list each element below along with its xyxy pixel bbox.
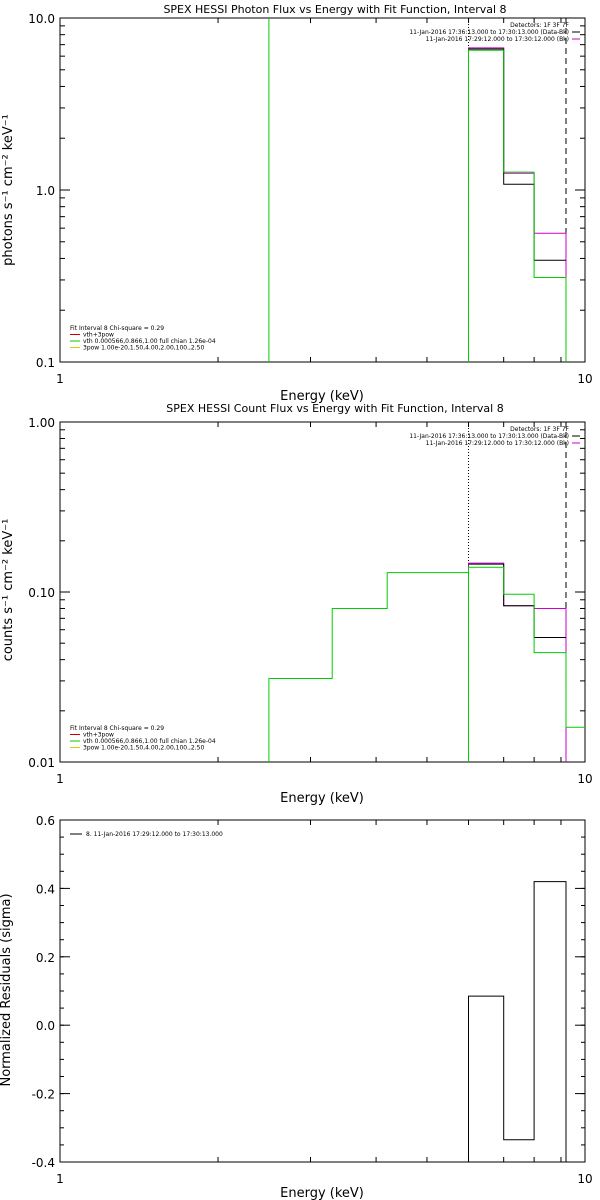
data-series-1	[468, 47, 567, 362]
header-text: 11-Jan-2016 17:36:13.000 to 17:30:13.000…	[409, 29, 569, 36]
legend-text: Fit Interval 8 Chi-square = 0.29	[70, 325, 164, 332]
data-series-2	[468, 563, 566, 638]
y-tick-label: 1.0	[36, 184, 55, 198]
y-tick-label: 1.00	[28, 416, 55, 430]
y-tick-label: 0.0	[36, 1019, 55, 1033]
plot-frame	[59, 421, 586, 763]
legend-text: vth+3pow	[83, 332, 114, 339]
legend-text: 8. 11-Jan-2016 17:29:12.000 to 17:30:13.…	[86, 831, 223, 838]
photon-flux-panel: SPEX HESSI Photon Flux vs Energy with Fi…	[1, 3, 593, 404]
legend-text: vth 0.000566,0.866,1.00 full chian 1.26e…	[83, 338, 216, 345]
y-tick-label: 0.6	[36, 814, 55, 828]
data-series-3	[468, 49, 567, 362]
x-tick-label: 10	[577, 772, 592, 786]
count-flux-panel: SPEX HESSI Count Flux vs Energy with Fit…	[1, 402, 593, 806]
data-series-1	[468, 562, 567, 762]
data-series-3	[468, 566, 585, 762]
plot-frame	[59, 819, 586, 1163]
x-tick-label: 1	[56, 772, 64, 786]
data-series-0	[268, 572, 469, 762]
residuals-panel: Energy (keV) Normalized Residuals (sigma…	[0, 814, 593, 1200]
residuals-xlabel: Energy (keV)	[280, 1186, 364, 1200]
y-tick-label: -0.2	[32, 1088, 55, 1102]
y-tick-label: 0.1	[36, 356, 55, 370]
header-text: 11-Jan-2016 17:29:12.000 to 17:30:12.000…	[426, 440, 569, 447]
photon-flux-title: SPEX HESSI Photon Flux vs Energy with Fi…	[163, 3, 506, 16]
photon-flux-xlabel: Energy (keV)	[280, 389, 364, 404]
residuals-ylabel: Normalized Residuals (sigma)	[0, 893, 14, 1086]
plot-frame	[59, 17, 586, 363]
y-tick-label: 10.0	[28, 12, 55, 26]
y-tick-label: 0.2	[36, 951, 55, 965]
count-flux-ylabel: counts s⁻¹ cm⁻² keV⁻¹	[1, 519, 16, 662]
data-series-0	[468, 881, 567, 1162]
y-tick-label: 0.4	[36, 882, 55, 896]
legend-text: Fit Interval 8 Chi-square = 0.29	[70, 725, 164, 732]
header-text: 11-Jan-2016 17:29:12.000 to 17:30:12.000…	[426, 36, 569, 43]
x-tick-label: 10	[577, 372, 592, 386]
x-tick-label: 1	[56, 372, 64, 386]
x-tick-label: 10	[577, 1172, 592, 1186]
y-tick-label: 0.01	[28, 756, 55, 770]
legend-text: 3pow 1.00e-20,1.50,4.00,2.00,100.,2.50	[83, 345, 204, 352]
y-tick-label: -0.4	[32, 1156, 55, 1170]
legend-text: 3pow 1.00e-20,1.50,4.00,2.00,100.,2.50	[83, 745, 204, 752]
legend-text: vth+3pow	[83, 732, 114, 739]
data-series-2	[468, 48, 566, 261]
photon-flux-ylabel: photons s⁻¹ cm⁻² keV⁻¹	[1, 114, 16, 266]
header-text: Detectors: 1F 3F 7F	[510, 22, 569, 29]
y-tick-label: 0.10	[28, 586, 55, 600]
x-tick-label: 1	[56, 1172, 64, 1186]
legend-text: vth 0.000566,0.866,1.00 full chian 1.26e…	[83, 738, 216, 745]
header-text: Detectors: 1F 3F 7F	[510, 426, 569, 433]
count-flux-xlabel: Energy (keV)	[280, 791, 364, 806]
header-text: 11-Jan-2016 17:36:13.000 to 17:30:13.000…	[409, 433, 569, 440]
count-flux-title: SPEX HESSI Count Flux vs Energy with Fit…	[166, 402, 503, 415]
